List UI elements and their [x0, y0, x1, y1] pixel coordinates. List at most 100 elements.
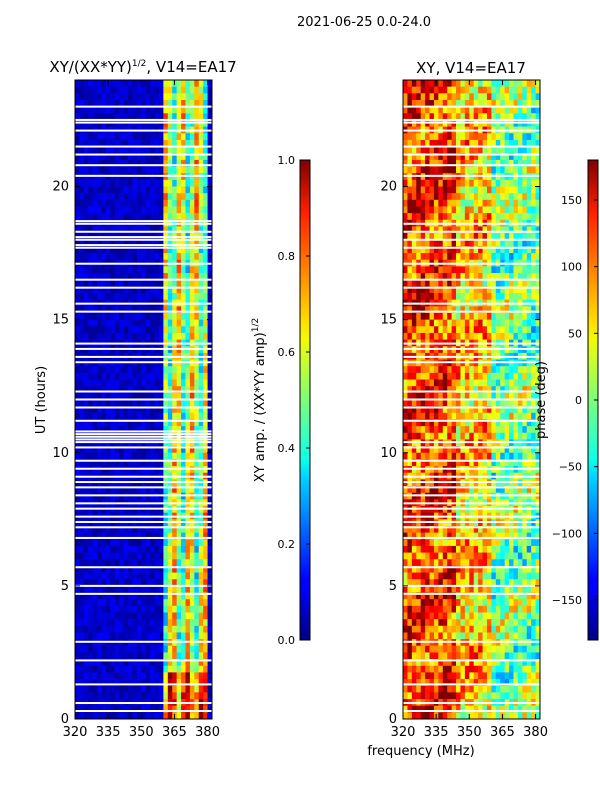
heatmap-cell [83, 552, 89, 560]
heatmap-cell [194, 459, 200, 467]
heatmap-cell [158, 705, 164, 713]
heatmap-cell [167, 452, 173, 460]
heatmap-cell [407, 239, 413, 247]
heatmap-cell [119, 619, 125, 627]
heatmap-cell [123, 685, 129, 693]
heatmap-cell [110, 406, 116, 414]
phase-heatmap[interactable] [403, 80, 541, 720]
heatmap-cell [88, 392, 94, 400]
heatmap-cell [509, 273, 514, 281]
heatmap-cell [181, 159, 186, 167]
heatmap-cell [504, 306, 510, 314]
heatmap-cell [145, 459, 151, 467]
heatmap-cell [460, 293, 466, 301]
heatmap-cell [203, 579, 208, 587]
heatmap-cell [531, 279, 536, 287]
heatmap-cell [132, 372, 138, 380]
heatmap-cell [473, 166, 479, 174]
heatmap-cell [495, 332, 501, 340]
flagged-row [75, 236, 212, 239]
heatmap-cell [531, 273, 536, 281]
heatmap-cell [105, 226, 111, 234]
heatmap-cell [150, 146, 155, 154]
heatmap-cell [411, 486, 417, 494]
heatmap-cell [150, 239, 155, 247]
heatmap-cell [491, 426, 497, 434]
heatmap-cell [163, 692, 169, 700]
heatmap-cell [181, 552, 186, 560]
heatmap-cell [101, 93, 107, 101]
heatmap-cell [154, 486, 160, 494]
heatmap-cell [203, 399, 208, 407]
heatmap-cell [176, 80, 182, 88]
heatmap-cell [172, 226, 178, 234]
heatmap-cell [123, 386, 129, 394]
heatmap-cell [531, 93, 536, 101]
heatmap-cell [136, 659, 142, 667]
heatmap-cell [194, 193, 200, 201]
heatmap-cell [172, 99, 178, 108]
heatmap-cell [158, 193, 164, 201]
heatmap-cell [203, 186, 208, 194]
heatmap-cell [101, 86, 107, 94]
heatmap-cell [513, 199, 519, 207]
heatmap-cell [425, 146, 430, 154]
heatmap-cell [101, 452, 107, 460]
heatmap-cell [203, 599, 208, 607]
heatmap-cell [469, 392, 475, 400]
heatmap-cell [167, 392, 173, 400]
heatmap-cell [163, 579, 169, 587]
heatmap-cell [154, 372, 160, 380]
heatmap-cell [203, 146, 208, 154]
heatmap-cell [473, 159, 479, 167]
heatmap-cell [158, 579, 164, 587]
heatmap-cell [128, 486, 133, 494]
heatmap-cell [189, 486, 195, 494]
heatmap-cell [110, 273, 116, 281]
heatmap-cell [119, 106, 125, 114]
heatmap-cell [185, 592, 191, 600]
heatmap-cell [158, 133, 164, 141]
heatmap-cell [101, 332, 107, 340]
heatmap-cell [513, 166, 519, 174]
heatmap-cell [513, 326, 519, 334]
flagged-row [75, 481, 212, 484]
heatmap-cell [88, 386, 94, 394]
heatmap-cell [97, 279, 102, 287]
heatmap-cell [491, 86, 497, 94]
heatmap-cell [136, 86, 142, 94]
heatmap-cell [114, 625, 120, 633]
heatmap-cell [114, 419, 120, 427]
heatmap-cell [203, 239, 208, 247]
heatmap-cell [531, 139, 536, 147]
heatmap-cell [132, 379, 138, 387]
heatmap-cell [136, 213, 142, 221]
heatmap-cell [189, 572, 195, 580]
heatmap-cell [114, 532, 120, 540]
heatmap-cell [189, 565, 195, 573]
heatmap-cell [478, 293, 483, 301]
heatmap-cell [433, 159, 439, 167]
heatmap-cell [92, 399, 98, 407]
heatmap-cell [451, 186, 457, 194]
heatmap-cell [114, 106, 120, 114]
heatmap-cell [526, 246, 532, 254]
heatmap-cell [141, 106, 147, 114]
heatmap-cell [203, 193, 208, 201]
heatmap-cell [163, 199, 169, 207]
heatmap-cell [181, 286, 186, 294]
heatmap-cell [141, 625, 147, 633]
heatmap-cell [207, 565, 213, 573]
heatmap-cell [97, 139, 102, 147]
heatmap-cell [128, 412, 133, 420]
heatmap-cell [491, 233, 497, 241]
heatmap-cell [438, 206, 444, 214]
heatmap-cell [141, 532, 147, 540]
flagged-row [75, 446, 212, 449]
heatmap-cell [136, 159, 142, 167]
heatmap-cell [141, 86, 147, 94]
heatmap-cell [114, 199, 120, 207]
heatmap-cell [407, 213, 413, 221]
heatmap-cell [403, 293, 408, 301]
amplitude-ratio-heatmap[interactable] [75, 80, 213, 720]
